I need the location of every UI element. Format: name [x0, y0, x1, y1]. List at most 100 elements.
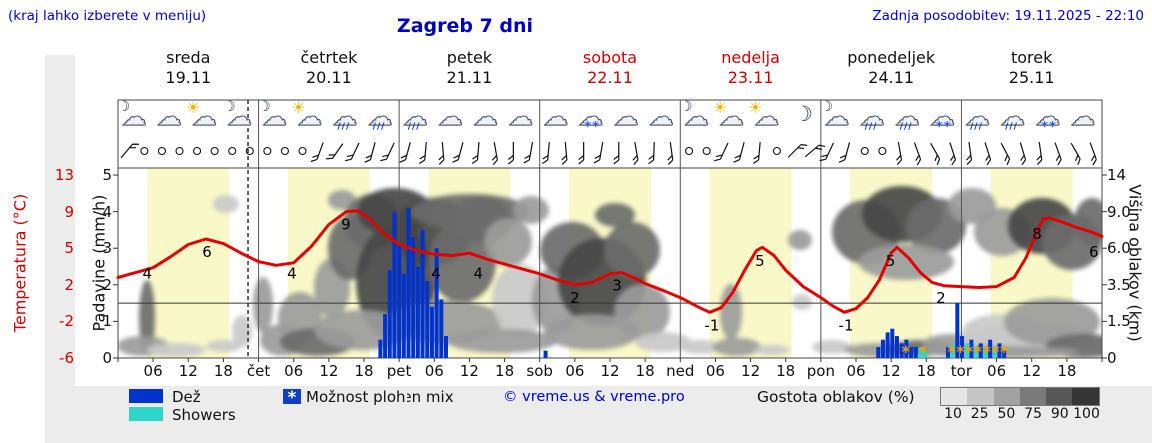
wind-barb-icon [1019, 142, 1027, 166]
wind-barb-icon [838, 142, 851, 163]
cloud-icon: ☁ [297, 101, 323, 131]
moon-icon: ☽ [794, 102, 814, 126]
cloud-icon: ☁ [191, 101, 217, 131]
rain-drops-icon: /// [864, 122, 878, 132]
wind-barb-icon [471, 141, 480, 165]
snow-flakes-icon: ** [935, 120, 952, 135]
density-seg-50 [993, 388, 1020, 405]
svg-text:4: 4 [143, 264, 153, 282]
day-name: petek [446, 48, 493, 67]
weather-icon-cloud: ☁ [610, 101, 646, 135]
day-header-čet: četrtek 20.11 [259, 48, 400, 88]
weather-icon-moon-cloud: ☽ ☁ [118, 99, 154, 135]
svg-text:4: 4 [287, 264, 297, 282]
weather-icon-sun-cloud: ☀ ☁ [748, 98, 786, 135]
wind-barb-icon [310, 142, 324, 163]
wind-barb-icon [819, 142, 834, 162]
wind-barb-icon [364, 142, 376, 163]
cloud-height-tick: 14 [1107, 166, 1127, 184]
calm-wind-icon [860, 146, 869, 156]
calm-wind-icon [175, 146, 184, 156]
weather-icon-moon: ☽ [785, 101, 821, 135]
svg-text:-1: -1 [839, 316, 854, 334]
cloud-icon: ☁ [683, 101, 709, 131]
weather-icon-sun-cloud: ☀ ☁ [713, 98, 751, 135]
calm-wind-icon [878, 146, 887, 156]
weather-icon-cloud: ☁ [1066, 101, 1102, 135]
wind-barb-icon [632, 142, 639, 166]
temperature-tick: 2 [64, 275, 74, 294]
x-tick-hour: 18 [354, 362, 374, 380]
cloud-icon: ☁ [929, 101, 955, 131]
left-grey-panel [45, 55, 75, 443]
sun-icon: ☀ [291, 98, 306, 117]
wind-barb-icon [438, 141, 445, 165]
wind-barb-icon [120, 143, 139, 159]
wind-barb-icon [930, 142, 941, 165]
svg-text:9: 9 [341, 216, 351, 234]
weather-icon-rain: ☁/// [364, 101, 400, 135]
cloud-icon: ☁ [964, 101, 990, 131]
weather-icon-rain: ☁/// [891, 101, 927, 135]
chance-star-marker: * [991, 342, 1000, 361]
svg-text:3: 3 [612, 277, 622, 295]
x-tick-hour: 18 [213, 362, 233, 380]
x-tick-hour: 06 [705, 362, 725, 380]
svg-text:4: 4 [431, 264, 441, 282]
density-tick-label: 50 [997, 406, 1016, 422]
copyright-link[interactable]: © vreme.us & vreme.pro [503, 389, 685, 405]
cloud-icon: ☁ [754, 101, 780, 131]
x-tick-hour: 12 [741, 362, 761, 380]
precip-tick: 3 [102, 239, 112, 258]
density-seg-10 [941, 388, 968, 405]
wind-barb-icon [648, 141, 655, 165]
weather-icon-rain: ☁/// [961, 101, 997, 135]
cloud-height-tick: 0 [1107, 349, 1117, 367]
calm-wind-icon [702, 146, 711, 156]
chance-star-marker: * [965, 342, 974, 361]
temperature-tick: 5 [64, 239, 74, 258]
weather-icon-sun-cloud: ☀ ☁ [185, 98, 224, 135]
wind-barb-icon [380, 142, 395, 162]
x-tick-hour: 06 [565, 362, 585, 380]
cloud-icon: ☁ [1070, 101, 1096, 131]
legend-showers-label: Showers [172, 406, 236, 424]
x-tick-hour: 18 [1057, 362, 1077, 380]
cloud-icon: ☁ [367, 101, 393, 131]
day-date: 25.11 [1008, 68, 1055, 87]
sun-icon: ☀ [185, 98, 201, 117]
cloud-icon: ☁ [121, 101, 147, 131]
legend-showers-swatch [129, 407, 163, 421]
weather-icon-snow: ☁ ** [574, 101, 610, 135]
wind-barb-icon [419, 141, 427, 165]
weather-icon-cloud: ☁ [153, 101, 189, 135]
weather-icon-snow: ☁ ** [1031, 101, 1067, 135]
day-name: sobota [582, 48, 638, 67]
chance-star-marker: * [947, 342, 956, 361]
weather-icon-moon-cloud: ☽ ☁ [679, 99, 716, 135]
day-header-pon: ponedeljek 24.11 [821, 48, 962, 88]
density-tick-label: 90 [1050, 406, 1069, 422]
wind-barb-icon [345, 142, 360, 162]
wind-barb-icon [984, 142, 992, 166]
cloud-icon: ☁ [648, 101, 674, 131]
moon-icon: ☽ [679, 99, 693, 115]
calm-wind-icon [280, 146, 289, 156]
wind-barb-icon [578, 142, 585, 165]
x-tick-hour: 06 [143, 362, 163, 380]
wind-barb-icon [507, 142, 514, 165]
density-tick-label: 25 [970, 406, 989, 422]
cloud-icon: ☁ [1035, 101, 1061, 131]
x-tick-day: pon [806, 362, 835, 380]
weather-icon-cloud: ☁ [539, 101, 575, 135]
weather-icon-moon-cloud: ☽ ☁ [258, 99, 294, 135]
density-seg-90 [1046, 388, 1073, 405]
svg-text:6: 6 [202, 243, 212, 261]
cloud-height-tick: 9.0 [1107, 202, 1131, 221]
svg-text:2: 2 [570, 289, 580, 307]
weather-icon-moon-cloud: ☽ ☁ [820, 99, 856, 135]
density-seg-100 [1072, 388, 1099, 405]
page-title: Zagreb 7 dni [396, 15, 534, 37]
wind-barb-icon [804, 144, 826, 158]
